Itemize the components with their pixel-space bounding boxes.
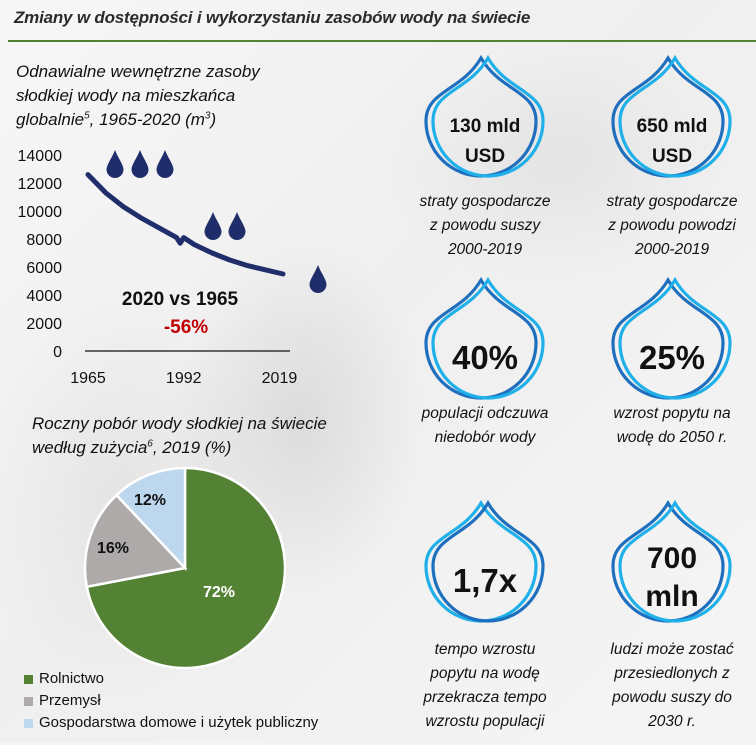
stat-value-line: 130 mld (395, 112, 575, 142)
stat-value-line: 650 mld (582, 112, 756, 142)
stat-description-line: niedobór wody (395, 426, 575, 450)
y-tick-label: 4000 (26, 288, 62, 305)
y-tick-label: 8000 (26, 232, 62, 249)
line-chart-title-line-2: słodkiej wody na mieszkańca (16, 84, 260, 108)
series-line (88, 175, 283, 274)
line-chart-title-text: globalnie (16, 110, 84, 129)
pie-chart-title-suffix: , 2019 (%) (153, 438, 231, 457)
stat-description-line: popytu na wodę (395, 662, 575, 686)
water-drop-icon (132, 150, 149, 178)
line-chart: 14000 12000 10000 8000 6000 4000 2000 0 1965 1992… (0, 140, 340, 390)
stat-value-line: mln (582, 578, 756, 616)
pie-data-label: 16% (97, 540, 129, 557)
stat-description-line: 2030 r. (582, 710, 756, 734)
legend-label: Rolnictwo (39, 668, 104, 690)
water-drop-icon (107, 150, 124, 178)
legend-item-industry: Przemysł (24, 690, 318, 712)
page-title: Zmiany w dostępności i wykorzystaniu zas… (14, 8, 530, 28)
water-drop-outline-icon (395, 495, 575, 625)
y-tick-label: 12000 (18, 176, 63, 193)
pie-chart: 72% 16% 12% (70, 460, 310, 670)
legend-item-agriculture: Rolnictwo (24, 668, 318, 690)
water-drop-icon (229, 212, 246, 240)
stat-description-line: wzrost popytu na (582, 402, 756, 426)
water-drop-icon (205, 212, 222, 240)
stat-description-line: wodę do 2050 r. (582, 426, 756, 450)
y-tick-label: 10000 (18, 204, 63, 221)
stat-description-line: 2000-2019 (395, 238, 575, 262)
x-tick-label: 2019 (262, 370, 298, 387)
stat-value: 40% (395, 338, 575, 378)
legend-swatch (24, 719, 33, 728)
line-chart-title-line-3: globalnie5, 1965-2020 (m3) (16, 108, 260, 132)
pie-data-label: 72% (203, 584, 235, 601)
stat-description-line: przekracza tempo (395, 686, 575, 710)
stat-description-line: powodu suszy do (582, 686, 756, 710)
legend-swatch (24, 697, 33, 706)
x-tick-label: 1965 (70, 370, 106, 387)
y-tick-label: 2000 (26, 316, 62, 333)
legend-swatch (24, 675, 33, 684)
stat-description-line: 2000-2019 (582, 238, 756, 262)
stat-value-line: 25% (582, 338, 756, 378)
comparison-label: 2020 vs 1965 (122, 289, 239, 310)
stat-description-line: tempo wzrostu (395, 638, 575, 662)
y-tick-label: 6000 (26, 260, 62, 277)
water-drop-outline-icon (395, 272, 575, 402)
legend-label: Gospodarstwa domowe i użytek publiczny (39, 712, 318, 734)
stat-value-line: 1,7x (395, 561, 575, 601)
pie-chart-title-line-1: Roczny pobór wody słodkiej na świecie (32, 412, 327, 436)
legend-label: Przemysł (39, 690, 101, 712)
change-percent-label: -56% (164, 317, 208, 338)
stat-value-line: 40% (395, 338, 575, 378)
pie-data-label: 12% (134, 492, 166, 509)
pie-chart-title-text: według zużycia (32, 438, 147, 457)
stat-description-line: przesiedlonych z (582, 662, 756, 686)
stat-description-line: wzrostu populacji (395, 710, 575, 734)
y-tick-label: 0 (53, 344, 62, 361)
stat-value: 1,7x (395, 561, 575, 601)
line-chart-title: Odnawialne wewnętrzne zasoby słodkiej wo… (16, 60, 260, 132)
stat-description-line: straty gospodarcze (395, 190, 575, 214)
x-tick-label: 1992 (166, 370, 202, 387)
stat-description-line: populacji odczuwa (395, 402, 575, 426)
line-chart-title-end: ) (210, 110, 216, 129)
pie-legend: Rolnictwo Przemysł Gospodarstwa domowe i… (24, 668, 318, 734)
stat-description-line: straty gospodarcze (582, 190, 756, 214)
water-drop-outline-icon (582, 272, 756, 402)
stat-description-line: ludzi może zostać (582, 638, 756, 662)
pie-chart-title-line-2: według zużycia6, 2019 (%) (32, 436, 327, 460)
legend-item-households: Gospodarstwa domowe i użytek publiczny (24, 712, 318, 734)
stat-value-line: USD (582, 142, 756, 172)
line-chart-title-period: , 1965-2020 (m (90, 110, 205, 129)
stat-description-line: z powodu suszy (395, 214, 575, 238)
stat-description-line: z powodu powodzi (582, 214, 756, 238)
water-drop-icon (310, 265, 327, 293)
water-drop-icon (157, 150, 174, 178)
stat-value: 25% (582, 338, 756, 378)
pie-chart-title: Roczny pobór wody słodkiej na świecie we… (32, 412, 327, 460)
line-chart-title-line-1: Odnawialne wewnętrzne zasoby (16, 60, 260, 84)
title-divider (8, 40, 756, 42)
y-tick-label: 14000 (18, 148, 63, 165)
stat-value-line: USD (395, 142, 575, 172)
stat-value-line: 700 (582, 540, 756, 578)
